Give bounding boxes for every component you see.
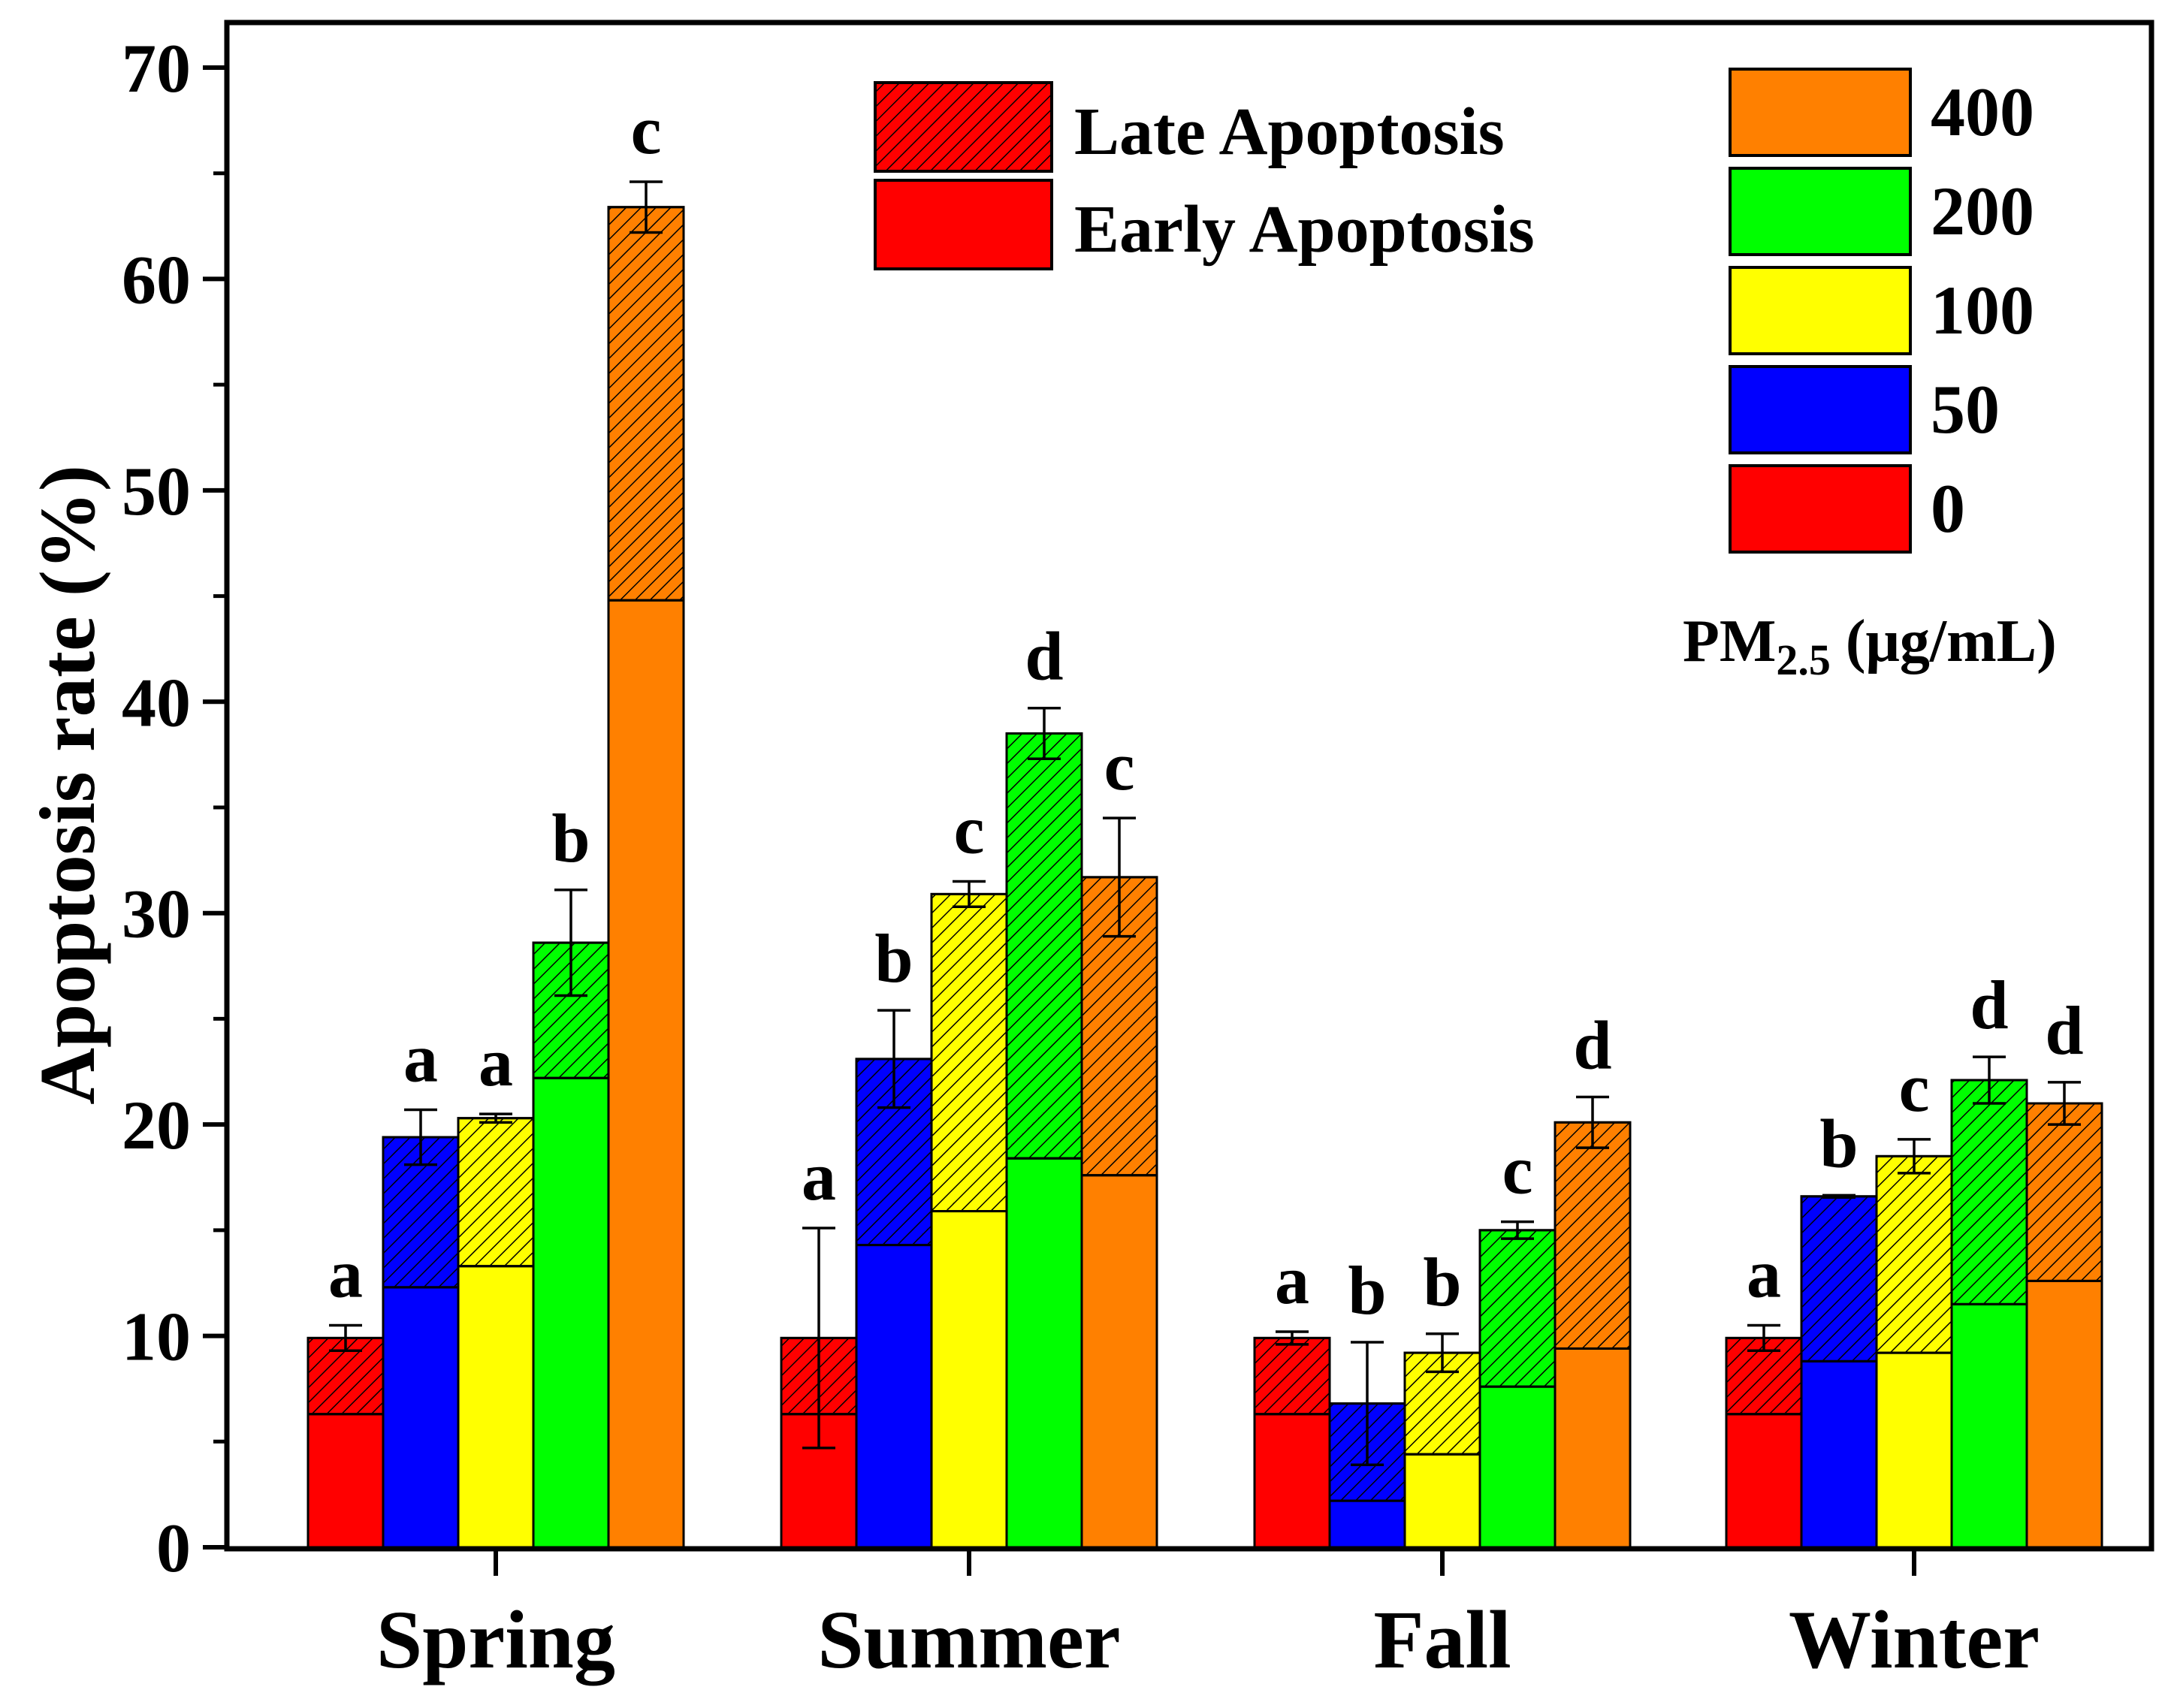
significance-label: a — [328, 1236, 363, 1312]
x-tick-label: Spring — [376, 1594, 615, 1685]
x-tick-label: Summer — [817, 1594, 1120, 1685]
x-axis: Spring Summer Fall Winter — [376, 1547, 2040, 1685]
y-axis-label: Apoptosis rate (%) — [23, 465, 111, 1105]
bar-early — [855, 1244, 933, 1549]
dose-label: 50 — [1931, 371, 2000, 448]
significance-label: a — [479, 1024, 513, 1100]
bar-group-fall: a b bcd — [1253, 1007, 1632, 1549]
y-tick-label: 50 — [122, 453, 191, 530]
bar-early — [1725, 1413, 1803, 1549]
bar-late-hatch — [1478, 1229, 1557, 1388]
significance-label: c — [954, 792, 985, 868]
bar-early — [2025, 1279, 2103, 1549]
y-tick-label: 0 — [156, 1510, 191, 1586]
significance-label: c — [1899, 1049, 1930, 1126]
dose-label: 100 — [1931, 272, 2034, 349]
significance-label: a — [1275, 1242, 1309, 1318]
bar-early — [457, 1265, 535, 1549]
x-tick-label: Winter — [1789, 1594, 2040, 1685]
bar-early — [1554, 1347, 1632, 1549]
bar-early — [607, 599, 685, 1549]
bar-late-hatch — [930, 892, 1008, 1213]
bar-early — [1328, 1499, 1406, 1549]
dose-legend: PM2.5 (μg/mL) 400 200 100 50 0 — [1683, 68, 2057, 684]
bar-early — [1950, 1302, 2028, 1549]
bar-early — [306, 1413, 385, 1549]
significance-label: c — [1502, 1132, 1533, 1209]
bar-early — [1005, 1157, 1083, 1549]
significance-label: a — [1747, 1236, 1781, 1312]
bar-late-hatch — [1950, 1079, 2028, 1305]
dose-label: 400 — [1931, 74, 2034, 150]
dose-label: 200 — [1931, 173, 2034, 249]
bar-late-hatch — [1554, 1121, 1632, 1350]
dose-swatch — [1729, 266, 1912, 355]
significance-label: c — [631, 92, 662, 168]
significance-label: b — [551, 800, 590, 877]
bar-late-hatch — [607, 206, 685, 602]
significance-label: d — [1573, 1007, 1611, 1084]
y-tick-label: 20 — [122, 1087, 191, 1163]
legend-early-swatch — [874, 179, 1053, 270]
y-tick-label: 40 — [122, 664, 191, 741]
bar-late-hatch — [1253, 1336, 1331, 1416]
bar-late-hatch — [2025, 1102, 2103, 1282]
dose-swatch — [1729, 464, 1912, 554]
y-tick-label: 30 — [122, 876, 191, 952]
bar-late-hatch — [1800, 1195, 1878, 1362]
bar-group-spring: aa abc — [306, 92, 685, 1549]
bar-early — [1403, 1453, 1481, 1549]
bar-early — [1253, 1413, 1331, 1549]
dose-swatch — [1729, 365, 1912, 454]
bar-early — [1080, 1174, 1158, 1549]
bar-late-hatch — [1875, 1154, 1953, 1354]
significance-label: a — [403, 1019, 438, 1096]
x-tick-label: Fall — [1373, 1594, 1511, 1685]
plot-frame — [224, 20, 2154, 1552]
y-tick-label: 60 — [122, 241, 191, 318]
significance-label: d — [1970, 967, 2008, 1043]
significance-label: c — [1104, 728, 1135, 804]
significance-label: b — [1819, 1105, 1858, 1181]
legend-late-hatch — [874, 81, 1053, 173]
bar-early — [382, 1286, 460, 1549]
bar-early — [930, 1210, 1008, 1549]
y-axis: 0 10 20 30 40 50 60 70 — [122, 30, 227, 1586]
y-tick-label: 10 — [122, 1299, 191, 1375]
significance-label: b — [1423, 1244, 1461, 1320]
significance-label: a — [802, 1138, 836, 1215]
bar-early — [1478, 1385, 1557, 1549]
significance-label: b — [1348, 1252, 1386, 1329]
bar-early — [1800, 1359, 1878, 1549]
bar-late-hatch — [457, 1117, 535, 1268]
bar-early — [1875, 1351, 1953, 1549]
stack-legend: Late Apoptosis Early Apoptosis — [874, 81, 1535, 270]
significance-label: d — [1025, 618, 1063, 695]
significance-label: b — [874, 920, 913, 997]
significance-label: d — [2045, 992, 2083, 1069]
bar-early — [532, 1076, 610, 1549]
y-tick-label: 70 — [122, 30, 191, 107]
bar-late-hatch — [1005, 732, 1083, 1160]
dose-label: 0 — [1931, 470, 1965, 547]
legend-early-label: Early Apoptosis — [1074, 192, 1535, 267]
dose-legend-title: PM2.5 (μg/mL) — [1683, 608, 2057, 684]
dose-swatch — [1729, 68, 1912, 157]
legend-late-label: Late Apoptosis — [1074, 95, 1505, 169]
dose-swatch — [1729, 167, 1912, 256]
